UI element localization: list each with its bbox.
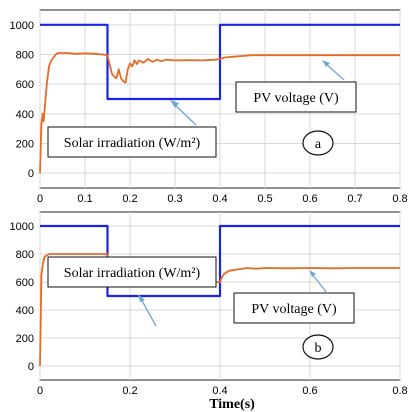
x-tick-label-a: 0.2 (122, 193, 137, 205)
y-tick-label-a: 400 (16, 109, 34, 121)
arrow-solar-irradiation-a (170, 100, 197, 126)
pv-voltage-label-a: PV voltage (V) (235, 81, 357, 113)
x-tick-label-a: 0.3 (167, 193, 182, 205)
y-tick-label-a: 600 (16, 79, 34, 91)
x-tick-label-b: 0.6 (302, 385, 317, 397)
y-tick-label-a: 800 (16, 50, 34, 62)
y-tick-label-b: 800 (16, 249, 34, 261)
solar-irradiation-label-b: Solar irradiation (W/m²) (47, 256, 217, 288)
solar-irradiation-text-a: Solar irradiation (W/m²) (64, 136, 201, 151)
solar-irradiation-box-a (47, 126, 217, 158)
x-axis-label: Time(s) (209, 397, 255, 412)
panel-a-badge-text: a (315, 137, 322, 152)
panel-a-ticks: 0 200 400 600 800 1000 0 0.1 0.2 0.3 0.4 0.5 0.6 0.7 0… (10, 20, 408, 205)
panel-b-badge: b (302, 334, 334, 360)
solar-irradiation-label-a: Solar irradiation (W/m²) (47, 126, 217, 158)
x-tick-label-a: 0.5 (257, 193, 272, 205)
y-tick-label-a: 0 (28, 168, 34, 180)
arrow-solar-irradiation-b (138, 294, 157, 327)
x-tick-label-a: 0.8 (392, 193, 407, 205)
panel-b: 0 200 400 600 800 1000 0 0.2 0.4 0.6 0.8 Solar irr… (10, 211, 408, 397)
x-tick-label-a: 0.4 (212, 193, 227, 205)
y-tick-label-a: 200 (16, 139, 34, 151)
irradiance-line-b (40, 224, 400, 298)
x-tick-label-a: 0.6 (302, 193, 317, 205)
pv-voltage-text-a: PV voltage (V) (253, 91, 339, 106)
pv-voltage-box-a (235, 81, 357, 113)
arrow-pv-voltage-a (322, 60, 345, 81)
panel-b-series (39, 224, 400, 367)
y-tick-label-b: 0 (28, 361, 34, 373)
x-tick-label-b: 0.4 (212, 385, 227, 397)
panel-a-badge: a (302, 130, 334, 156)
x-tick-label-a: 0.1 (77, 193, 92, 205)
x-tick-label-b: 0.8 (392, 385, 407, 397)
y-tick-label-b: 600 (16, 277, 34, 289)
y-tick-label-b: 1000 (10, 221, 34, 233)
arrow-pv-voltage-b (309, 270, 328, 294)
y-tick-label-b: 400 (16, 305, 34, 317)
pv-voltage-label-b: PV voltage (V) (233, 292, 355, 324)
solar-irradiation-box-b (47, 256, 217, 288)
x-tick-label-a: 0.7 (347, 193, 362, 205)
x-tick-label-a: 0 (37, 193, 43, 205)
panel-a: 0 200 400 600 800 1000 0 0.1 0.2 0.3 0.4 0.5 0.6 0.7 0… (10, 9, 408, 205)
irradiance-line-a (40, 23, 400, 101)
pv-voltage-box-b (233, 292, 355, 324)
panel-a-series (39, 23, 400, 174)
panel-b-badge-text: b (315, 341, 322, 356)
x-tick-label-b: 0.2 (122, 385, 137, 397)
pv-voltage-line-a (39, 52, 400, 174)
pv-voltage-line-b (39, 253, 400, 367)
panel-b-ticks: 0 200 400 600 800 1000 0 0.2 0.4 0.6 0.8 (10, 221, 408, 397)
x-tick-label-b: 0 (37, 385, 43, 397)
pv-voltage-text-b: PV voltage (V) (251, 302, 337, 317)
y-tick-label-b: 200 (16, 333, 34, 345)
solar-irradiation-text-b: Solar irradiation (W/m²) (64, 266, 201, 281)
y-tick-label-a: 1000 (10, 20, 34, 32)
